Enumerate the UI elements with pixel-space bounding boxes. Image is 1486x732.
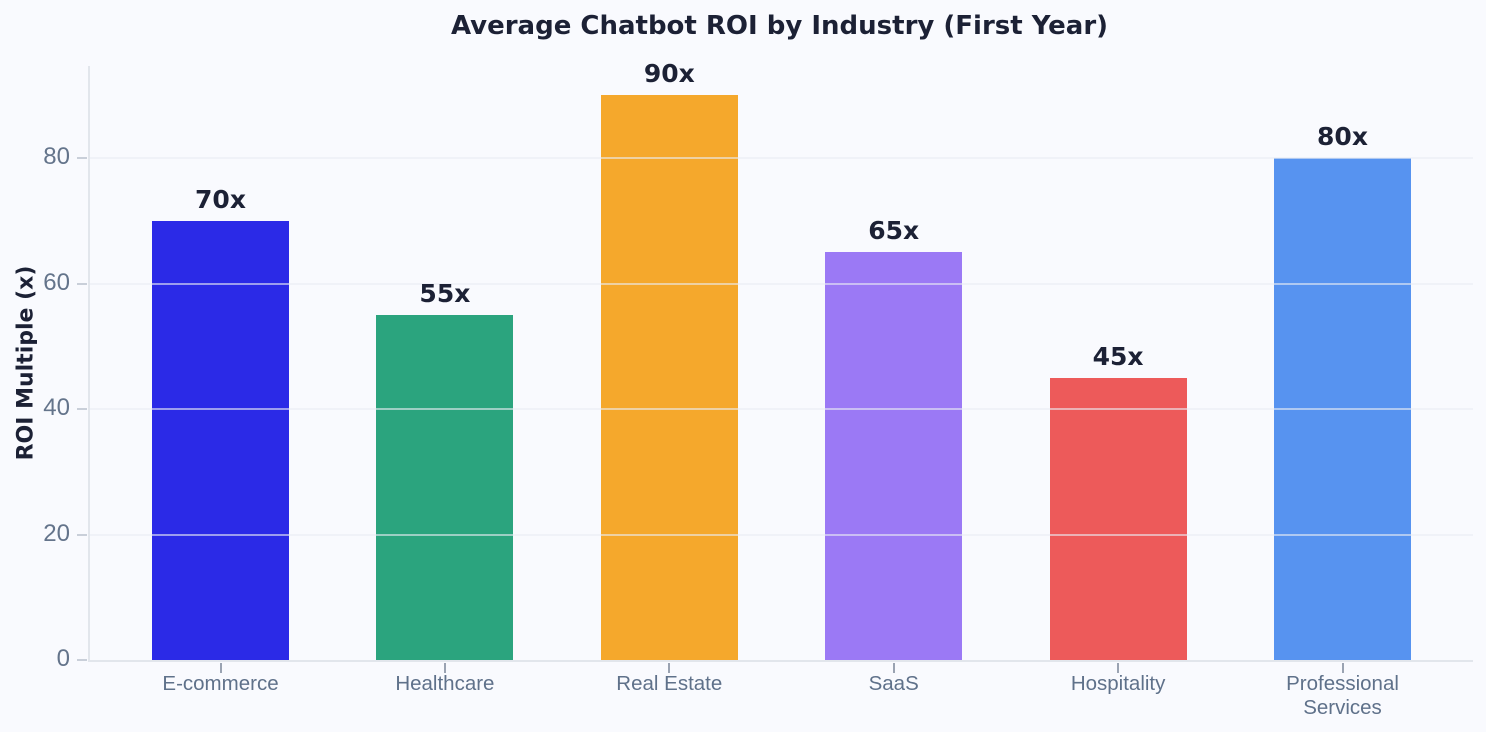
bar-value-label: 80x	[1317, 122, 1368, 152]
x-tick-label: SaaS	[868, 672, 919, 695]
gridline	[90, 157, 1473, 160]
y-tick-label: 60	[43, 268, 70, 296]
bar-value-label: 55x	[419, 279, 471, 309]
y-tick-label: 80	[43, 143, 70, 171]
x-tick-mark	[1117, 663, 1120, 673]
plot-area: 0 20 40 60 80 70x E-commerce 55x Healthcare 90x Re…	[43, 59, 1473, 719]
y-tick-label: 40	[43, 394, 70, 422]
x-tick-mark	[219, 663, 222, 673]
x-tick-label: E-commerce	[162, 672, 279, 695]
gridline	[90, 282, 1473, 285]
gridline	[90, 408, 1473, 411]
x-tick-label: Real Estate	[616, 672, 723, 695]
x-tick-mark	[443, 663, 446, 673]
chart-title: Average Chatbot ROI by Industry (First Y…	[450, 11, 1109, 41]
gridline	[90, 533, 1473, 536]
x-tick-label: Healthcare	[395, 672, 495, 695]
x-tick-label: Hospitality	[1070, 672, 1166, 695]
x-tick-mark	[892, 663, 895, 673]
x-tick-label: Professional Services	[1286, 672, 1399, 720]
y-tick-label: 20	[43, 519, 70, 547]
bar	[152, 220, 289, 660]
bar	[1049, 377, 1187, 660]
y-tick-mark	[77, 408, 87, 411]
bar-value-label: 45x	[1092, 341, 1144, 371]
bar	[825, 252, 963, 660]
y-tick-mark	[77, 533, 87, 536]
bar	[376, 315, 514, 660]
bar-value-label: 70x	[195, 184, 246, 214]
bar	[600, 95, 738, 660]
y-tick-mark	[77, 282, 87, 285]
bar-value-label: 65x	[868, 216, 920, 246]
x-tick-mark	[668, 663, 671, 673]
y-tick-mark	[77, 157, 87, 160]
x-tick-mark	[1341, 663, 1344, 673]
y-tick-mark	[77, 659, 87, 661]
y-tick-label: 0	[56, 645, 70, 672]
bar-value-label: 90x	[643, 59, 695, 89]
